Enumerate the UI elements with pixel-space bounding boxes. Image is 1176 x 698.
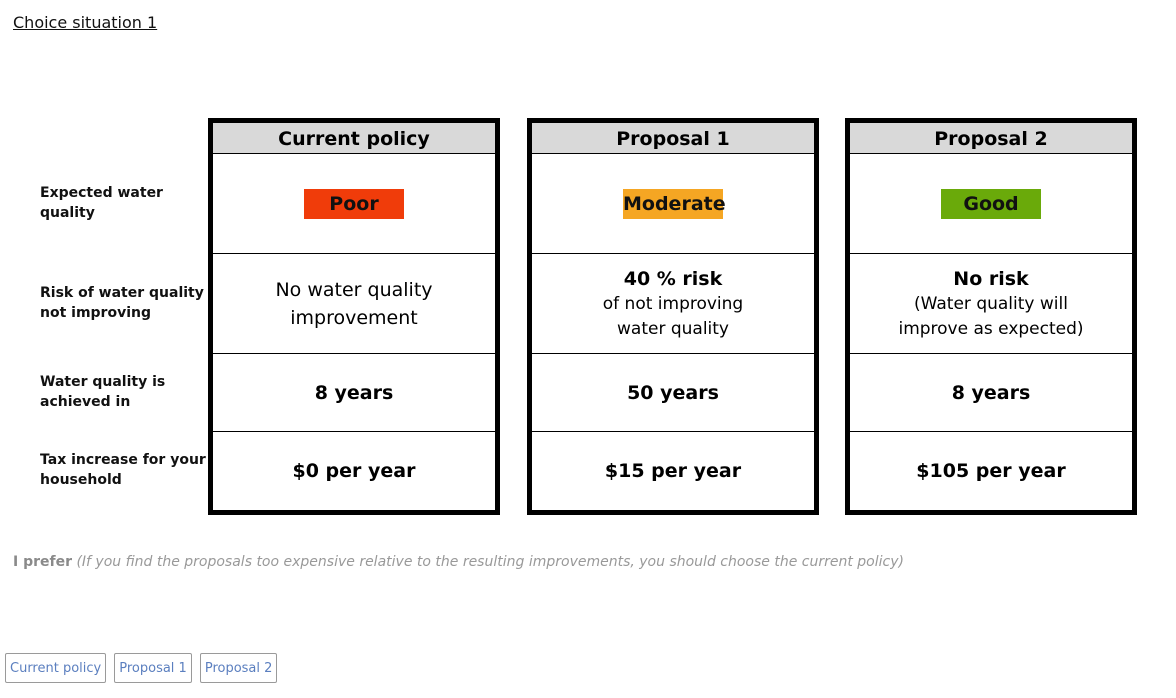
column-proposal-2: Proposal 2 Good No risk (Water quality w…	[845, 118, 1137, 515]
cell-risk: No water quality improvement	[213, 254, 495, 354]
choose-current-policy-button[interactable]: Current policy	[5, 653, 107, 683]
cell-quality: Good	[850, 154, 1132, 254]
cell-quality: Moderate	[532, 154, 814, 254]
row-label-tax: Tax increase for your household	[40, 452, 206, 488]
prefer-note: (If you find the proposals too expensive…	[76, 554, 904, 570]
risk-sub: (Water quality will improve as expected)	[898, 293, 1084, 339]
tax-value: $105 per year	[916, 459, 1066, 482]
page-title: Choice situation 1	[13, 13, 158, 32]
cell-risk: 40 % risk of not improving water quality	[532, 254, 814, 354]
tax-value: $0 per year	[292, 459, 416, 482]
quality-badge: Good	[941, 188, 1041, 219]
row-label-risk: Risk of water quality not improving	[40, 285, 204, 321]
choose-proposal-1-button[interactable]: Proposal 1	[114, 653, 192, 683]
prefer-prompt: I prefer (If you find the proposals too …	[13, 554, 904, 570]
risk-main: 40 % risk	[623, 267, 723, 290]
row-label-years: Water quality is achieved in	[40, 374, 166, 410]
quality-badge: Moderate	[623, 188, 726, 219]
cell-tax: $105 per year	[850, 432, 1132, 509]
cell-quality: Poor	[213, 154, 495, 254]
prefer-label: I prefer	[13, 554, 72, 570]
cell-tax: $15 per year	[532, 432, 814, 509]
column-proposal-1: Proposal 1 Moderate 40 % risk of not imp…	[527, 118, 819, 515]
choose-proposal-2-button[interactable]: Proposal 2	[199, 653, 278, 683]
column-current-policy: Current policy Poor No water quality imp…	[208, 118, 500, 515]
risk-sub: of not improving water quality	[602, 293, 744, 339]
cell-years: 50 years	[532, 354, 814, 432]
column-header: Proposal 2	[850, 123, 1132, 154]
column-header: Current policy	[213, 123, 495, 154]
risk-main: No risk	[953, 267, 1029, 290]
cell-years: 8 years	[850, 354, 1132, 432]
cell-tax: $0 per year	[213, 432, 495, 509]
cell-years: 8 years	[213, 354, 495, 432]
choice-buttons: Current policy Proposal 1 Proposal 2	[5, 653, 278, 683]
risk-text: No water quality improvement	[275, 278, 433, 329]
cell-risk: No risk (Water quality will improve as e…	[850, 254, 1132, 354]
years-value: 8 years	[314, 381, 394, 404]
quality-badge: Poor	[304, 188, 404, 219]
tax-value: $15 per year	[604, 459, 742, 482]
years-value: 8 years	[951, 381, 1031, 404]
row-label-quality: Expected water quality	[40, 185, 163, 221]
column-header: Proposal 1	[532, 123, 814, 154]
years-value: 50 years	[627, 381, 719, 404]
